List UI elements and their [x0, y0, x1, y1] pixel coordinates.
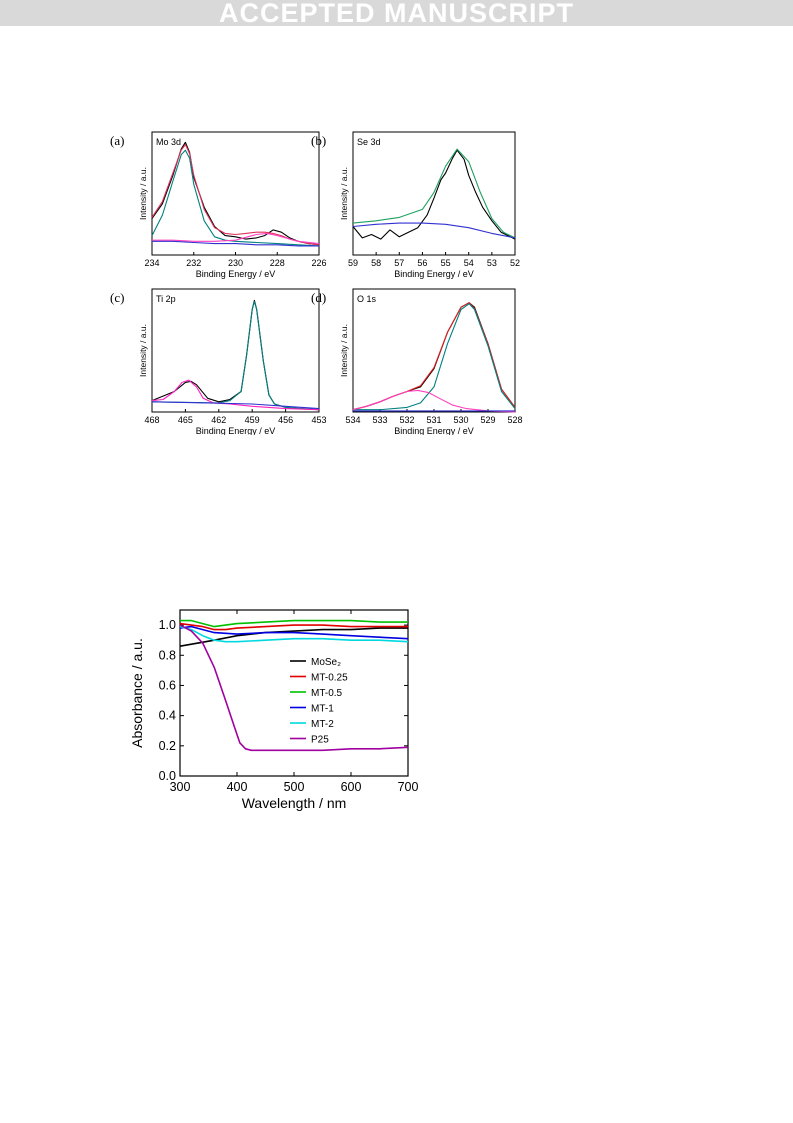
series-line: [151, 401, 320, 410]
x-tick-label: 400: [227, 780, 248, 794]
x-axis-label: Binding Energy / eV: [196, 426, 276, 435]
banner-text: ACCEPTED MANUSCRIPT: [218, 0, 574, 28]
legend-label: MT-1: [311, 704, 334, 715]
x-tick-label: 54: [464, 258, 474, 268]
x-tick-label: 456: [278, 415, 293, 425]
legend-label: MT-0.25: [311, 673, 348, 684]
x-tick-label: 532: [399, 415, 414, 425]
legend-label: MoSe₂: [311, 657, 341, 668]
series-line: [352, 148, 516, 239]
series-line: [179, 625, 409, 640]
series-line: [152, 232, 320, 245]
x-tick-label: 459: [245, 415, 260, 425]
x-tick-label: 300: [170, 780, 191, 794]
legend-label: MT-0.5: [311, 688, 343, 699]
x-tick-label: 600: [341, 780, 362, 794]
series-line: [353, 303, 516, 411]
x-tick-label: 500: [284, 780, 305, 794]
series-line: [179, 625, 409, 643]
x-tick-label: 462: [211, 415, 226, 425]
series-line: [151, 299, 320, 411]
y-tick-label: 0.2: [159, 739, 176, 753]
y-tick-label: 0.6: [159, 678, 176, 692]
legend: MoSe₂ MT-0.25 MT-0.5 MT-1 MT-2 P25: [290, 657, 348, 746]
x-tick-label: 56: [417, 258, 427, 268]
x-tick-label: 57: [394, 258, 404, 268]
x-axis-label: Binding Energy / eV: [394, 426, 474, 435]
y-axis-label: Intensity / a.u.: [138, 167, 148, 220]
plot-frame: [151, 288, 320, 413]
panel-letter: (d): [311, 290, 326, 305]
series-line: [152, 240, 319, 247]
x-tick-label: 228: [270, 258, 285, 268]
y-axis-label: Absorbance / a.u.: [129, 638, 145, 748]
x-tick-label: 529: [480, 415, 495, 425]
y-axis-label: Intensity / a.u.: [339, 324, 349, 377]
xps-figure: 234 232 230 228 226 (a) Mo 3d Binding Energy / …: [110, 131, 523, 435]
y-tick-label: 1.0: [159, 618, 176, 632]
x-tick-label: 53: [487, 258, 497, 268]
panel-label: Se 3d: [357, 137, 381, 147]
uv-vis-chart: 300 400 500 600 700 0.0 0.2 0.4 0.6 0.8 1.0 MoSe₂ MT…: [129, 609, 419, 811]
series-line: [180, 619, 408, 628]
series-line: [151, 149, 320, 247]
manuscript-banner: ACCEPTED MANUSCRIPT: [0, 0, 793, 28]
x-tick-label: 530: [453, 415, 468, 425]
x-axis-label: Binding Energy / eV: [394, 269, 474, 279]
y-tick-label: 0.8: [159, 648, 176, 662]
x-tick-label: 226: [311, 258, 326, 268]
series-line: [151, 300, 320, 411]
x-tick-label: 453: [311, 415, 326, 425]
series-line: [151, 143, 320, 246]
series-line: [352, 222, 516, 239]
panel-letter: (b): [311, 133, 326, 148]
x-tick-label: 55: [441, 258, 451, 268]
panel-letter: (a): [110, 133, 124, 148]
panel-label: Ti 2p: [156, 294, 176, 304]
x-axis-label: Wavelength / nm: [242, 795, 347, 811]
series-line: [179, 624, 409, 752]
series-line: [179, 622, 408, 631]
legend-label: MT-2: [311, 719, 334, 730]
xps-panel-4: 534 533 532 531 530 529 528 (d) O 1s Binding Ener…: [311, 288, 523, 435]
y-axis-label: Intensity / a.u.: [138, 324, 148, 377]
x-tick-label: 232: [186, 258, 201, 268]
x-tick-label: 52: [510, 258, 520, 268]
plot-frame: [352, 288, 516, 413]
x-tick-label: 230: [228, 258, 243, 268]
series-line: [352, 149, 516, 240]
xps-panel-2: 59 58 57 56 55 54 53 52 (b) Se 3d Binding Energy /…: [311, 131, 520, 279]
panel-label: O 1s: [357, 294, 377, 304]
x-tick-label: 468: [144, 415, 159, 425]
xps-panel-1: 234 232 230 228 226 (a) Mo 3d Binding Energy / …: [110, 131, 327, 279]
series-line: [352, 389, 516, 413]
y-tick-label: 0.0: [159, 769, 176, 783]
x-tick-label: 533: [372, 415, 387, 425]
x-tick-label: 58: [371, 258, 381, 268]
series-line: [151, 379, 320, 411]
x-tick-label: 465: [178, 415, 193, 425]
y-axis-label: Intensity / a.u.: [339, 167, 349, 220]
y-tick-label: 0.4: [159, 709, 176, 723]
x-tick-label: 700: [398, 780, 419, 794]
x-tick-label: 528: [507, 415, 522, 425]
panel-letter: (c): [110, 290, 124, 305]
x-tick-label: 531: [426, 415, 441, 425]
plot-frame: [352, 131, 516, 256]
series-line: [151, 141, 320, 246]
x-tick-label: 534: [345, 415, 360, 425]
x-axis-label: Binding Energy / eV: [196, 269, 276, 279]
xps-panel-3: 468 465 462 459 456 453 (c) Ti 2p Binding Energy…: [110, 288, 327, 435]
legend-label: P25: [311, 735, 329, 746]
x-tick-label: 59: [348, 258, 358, 268]
panel-label: Mo 3d: [156, 137, 181, 147]
x-tick-label: 234: [144, 258, 159, 268]
